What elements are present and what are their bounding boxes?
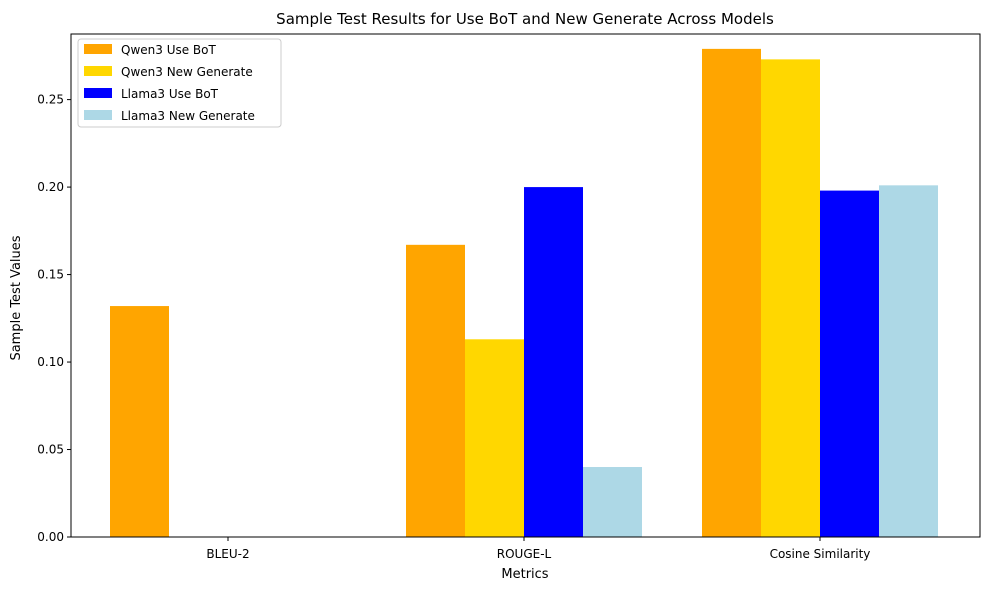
bar-qwen3-new-generate-rouge-l xyxy=(465,339,524,537)
legend-swatch xyxy=(84,66,112,76)
x-tick-label: Cosine Similarity xyxy=(770,547,871,561)
legend-label: Llama3 New Generate xyxy=(121,109,255,123)
y-axis-label: Sample Test Values xyxy=(9,235,24,360)
bar-llama3-new-generate-rouge-l xyxy=(583,467,642,537)
plot-frame xyxy=(70,33,981,538)
chart-title: Sample Test Results for Use BoT and New … xyxy=(276,10,774,28)
y-tick-label: 0.00 xyxy=(37,530,64,544)
bar-llama3-use-bot-cosine-similarity xyxy=(820,190,879,537)
legend-swatch xyxy=(84,110,112,120)
legend-label: Qwen3 New Generate xyxy=(121,65,253,79)
y-tick-label: 0.20 xyxy=(37,180,64,194)
bars-layer xyxy=(110,48,938,538)
bar-qwen3-new-generate-cosine-similarity xyxy=(761,59,820,538)
y-tick-label: 0.10 xyxy=(37,355,64,369)
y-tick-label: 0.15 xyxy=(37,268,64,282)
legend-swatch xyxy=(84,44,112,54)
legend: Qwen3 Use BoT Qwen3 New Generate Llama3 Us… xyxy=(77,38,282,128)
bar-llama3-use-bot-rouge-l xyxy=(524,187,583,537)
y-tick-label: 0.25 xyxy=(37,93,64,107)
legend-box xyxy=(77,38,282,128)
bar-qwen3-use-bot-bleu-2 xyxy=(110,306,169,537)
x-tick-label: ROUGE-L xyxy=(497,547,552,561)
y-tick-label: 0.05 xyxy=(37,443,64,457)
x-axis: BLEU-2 ROUGE-L Cosine Similarity xyxy=(206,537,870,561)
bar-llama3-new-generate-cosine-similarity xyxy=(879,185,938,537)
x-axis-label: Metrics xyxy=(501,567,548,582)
legend-swatch xyxy=(84,88,112,98)
legend-label: Llama3 Use BoT xyxy=(121,87,219,101)
bar-qwen3-use-bot-rouge-l xyxy=(406,244,465,537)
x-tick-label: BLEU-2 xyxy=(206,547,249,561)
legend-label: Qwen3 Use BoT xyxy=(121,43,217,57)
y-axis: 0.00 0.05 0.10 0.15 0.20 0.25 xyxy=(37,93,71,544)
bar-qwen3-use-bot-cosine-similarity xyxy=(702,48,761,537)
